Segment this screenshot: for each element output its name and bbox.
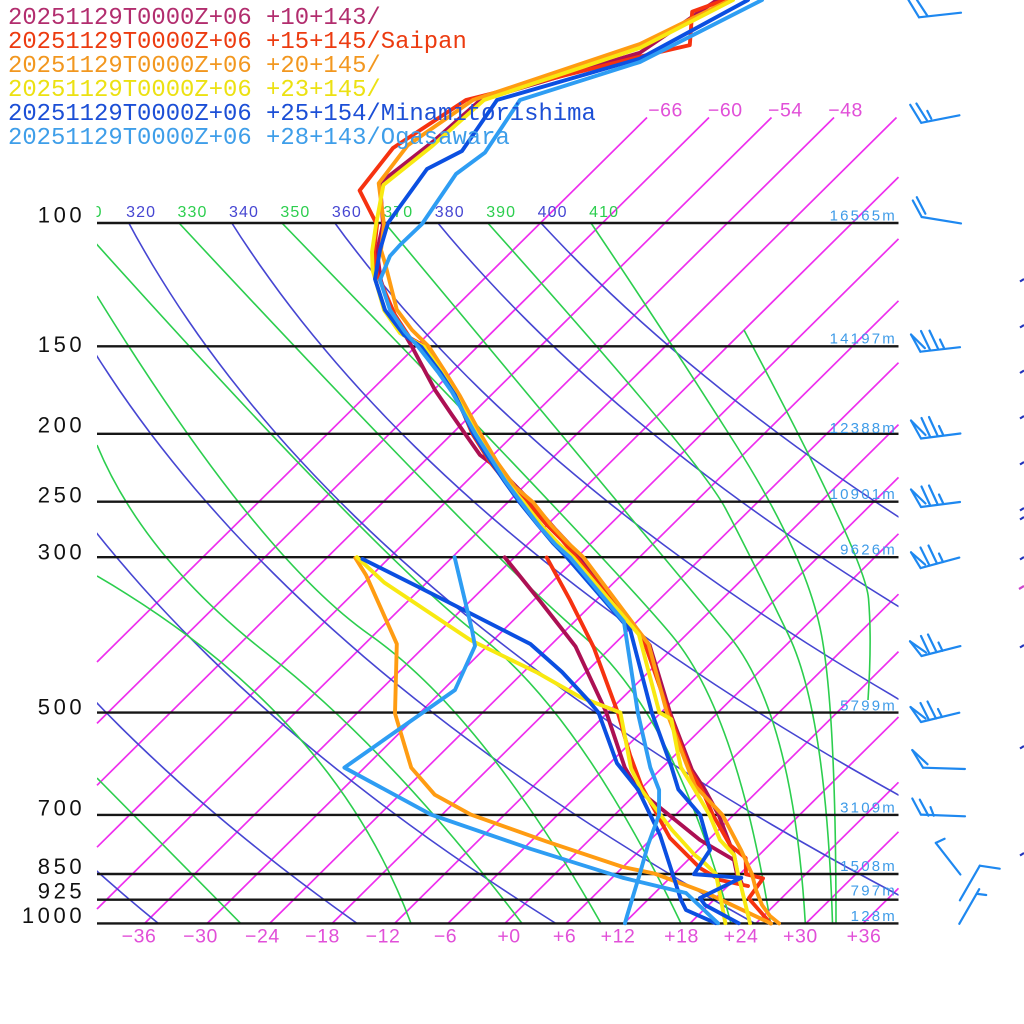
svg-text:330: 330 <box>178 204 208 221</box>
svg-text:410: 410 <box>589 204 619 221</box>
svg-text:500: 500 <box>38 694 86 719</box>
svg-text:20251129T0000Z+06 +10+143/: 20251129T0000Z+06 +10+143/ <box>8 5 381 32</box>
svg-text:−30: −30 <box>183 926 218 948</box>
svg-text:−6: −6 <box>434 926 457 948</box>
svg-text:10901m: 10901m <box>830 486 897 503</box>
svg-text:−54: −54 <box>768 100 803 122</box>
svg-text:700: 700 <box>38 796 86 821</box>
svg-text:16565m: 16565m <box>830 208 897 225</box>
svg-text:390: 390 <box>486 204 516 221</box>
svg-text:+30: +30 <box>783 926 818 948</box>
svg-text:+12: +12 <box>601 926 636 948</box>
svg-text:+24: +24 <box>724 926 759 948</box>
svg-text:350: 350 <box>280 204 310 221</box>
svg-text:1508m: 1508m <box>840 858 897 875</box>
svg-text:797m: 797m <box>851 883 897 900</box>
svg-text:300: 300 <box>38 539 86 564</box>
svg-text:128m: 128m <box>851 908 897 925</box>
svg-text:310: 310 <box>73 204 103 221</box>
svg-text:20251129T0000Z+06 +20+145/: 20251129T0000Z+06 +20+145/ <box>8 53 381 80</box>
svg-text:3109m: 3109m <box>840 799 897 816</box>
svg-text:12388m: 12388m <box>830 420 897 437</box>
svg-text:−48: −48 <box>828 100 863 122</box>
svg-text:20251129T0000Z+06 +28+143/Oga: 20251129T0000Z+06 +28+143/Ogasawara <box>8 125 510 152</box>
svg-text:20251129T0000Z+06 +25+154/Min: 20251129T0000Z+06 +25+154/Minamitorishim… <box>8 101 596 128</box>
svg-text:360: 360 <box>332 204 362 221</box>
svg-text:1000: 1000 <box>22 903 85 928</box>
svg-text:200: 200 <box>38 413 86 438</box>
svg-text:400: 400 <box>538 204 568 221</box>
svg-text:340: 340 <box>229 204 259 221</box>
svg-text:380: 380 <box>435 204 465 221</box>
svg-text:−12: −12 <box>366 926 401 948</box>
svg-text:925: 925 <box>38 879 86 904</box>
svg-text:20251129T0000Z+06 +23+145/: 20251129T0000Z+06 +23+145/ <box>8 77 381 104</box>
svg-text:9626m: 9626m <box>840 542 897 559</box>
svg-text:+0: +0 <box>497 926 520 948</box>
svg-text:−60: −60 <box>708 100 743 122</box>
svg-text:250: 250 <box>38 482 86 507</box>
svg-text:100: 100 <box>38 203 86 228</box>
svg-text:320: 320 <box>126 204 156 221</box>
svg-text:+18: +18 <box>664 926 699 948</box>
svg-text:5799m: 5799m <box>840 698 897 715</box>
svg-text:−36: −36 <box>122 926 157 948</box>
svg-text:20251129T0000Z+06 +15+145/Sai: 20251129T0000Z+06 +15+145/Saipan <box>8 29 467 56</box>
svg-text:14197m: 14197m <box>830 331 897 348</box>
svg-text:−24: −24 <box>245 926 280 948</box>
svg-text:+36: +36 <box>847 926 882 948</box>
svg-text:−66: −66 <box>648 100 683 122</box>
svg-text:150: 150 <box>38 332 86 357</box>
svg-text:−18: −18 <box>305 926 340 948</box>
svg-text:850: 850 <box>38 854 86 879</box>
svg-text:+6: +6 <box>553 926 576 948</box>
